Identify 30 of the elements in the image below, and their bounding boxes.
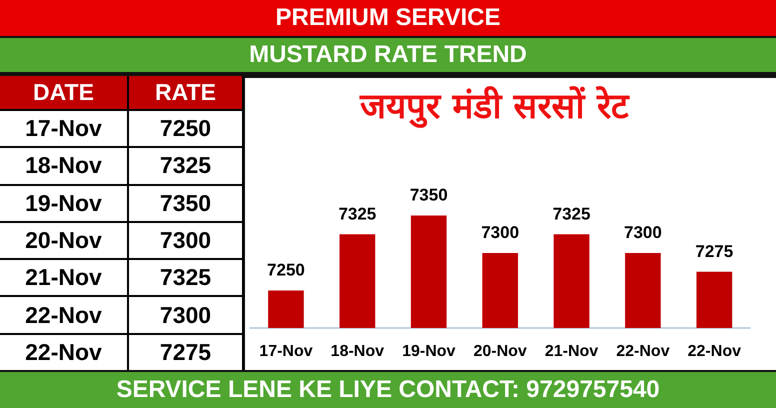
x-tick-label: 17-Nov xyxy=(259,343,313,360)
text: 17-Nov xyxy=(0,110,128,148)
text: 20-Nov xyxy=(0,222,128,260)
chart-title: जयपुर मंडी सरसों रेट xyxy=(358,85,631,130)
data-label: 7275 xyxy=(695,242,734,261)
x-tick-label: 20-Nov xyxy=(473,343,527,360)
x-tick-label: 22-Nov xyxy=(688,343,742,360)
data-label: 7325 xyxy=(338,204,376,224)
data-label: 7300 xyxy=(481,223,520,242)
text: 7300 xyxy=(128,296,243,334)
x-tick-label: 18-Nov xyxy=(330,343,384,360)
data-label: 7350 xyxy=(410,186,448,205)
text: 22-Nov xyxy=(0,296,128,334)
text: 7300 xyxy=(128,222,243,260)
text: 19-Nov xyxy=(0,184,128,222)
data-label: 7300 xyxy=(624,223,662,242)
text: 7325 xyxy=(128,259,243,296)
x-tick-label: 22-Nov xyxy=(616,343,670,360)
text: 7275 xyxy=(128,334,243,370)
data-label: 7250 xyxy=(267,260,305,280)
text: 7350 xyxy=(128,184,243,222)
text: RATE xyxy=(128,76,243,110)
x-tick-label: 19-Nov xyxy=(402,343,456,360)
x-tick-label: 21-Nov xyxy=(544,343,598,360)
text: 18-Nov xyxy=(0,147,128,185)
text: 7325 xyxy=(128,147,243,185)
text: 21-Nov xyxy=(0,259,128,296)
text: 7250 xyxy=(128,110,243,148)
text: DATE xyxy=(0,76,128,110)
data-label: 7325 xyxy=(552,204,590,224)
